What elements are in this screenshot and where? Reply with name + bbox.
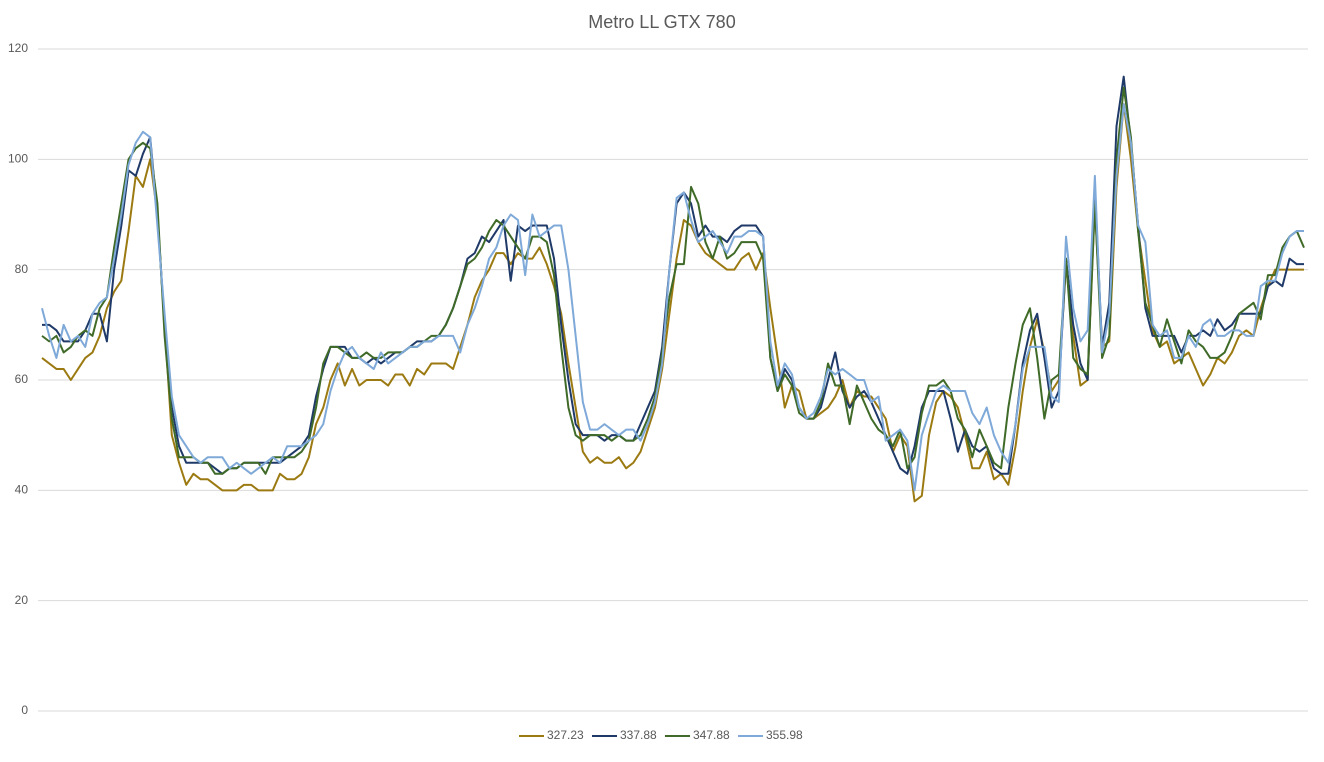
y-tick-label: 40 [15,483,29,497]
legend-label: 355.98 [766,728,803,742]
y-tick-label: 80 [15,262,29,276]
chart-title: Metro LL GTX 780 [588,12,735,32]
y-tick-label: 20 [15,593,29,607]
legend-label: 347.88 [693,728,730,742]
y-tick-label: 120 [8,41,28,55]
legend-label: 337.88 [620,728,657,742]
series-line [41,103,1304,492]
y-tick-label: 60 [15,372,29,386]
y-tick-label: 100 [8,152,28,166]
series-line [41,86,1305,475]
series-line [42,75,1304,475]
y-tick-label: 0 [21,703,28,717]
legend-label: 327.23 [547,728,584,742]
